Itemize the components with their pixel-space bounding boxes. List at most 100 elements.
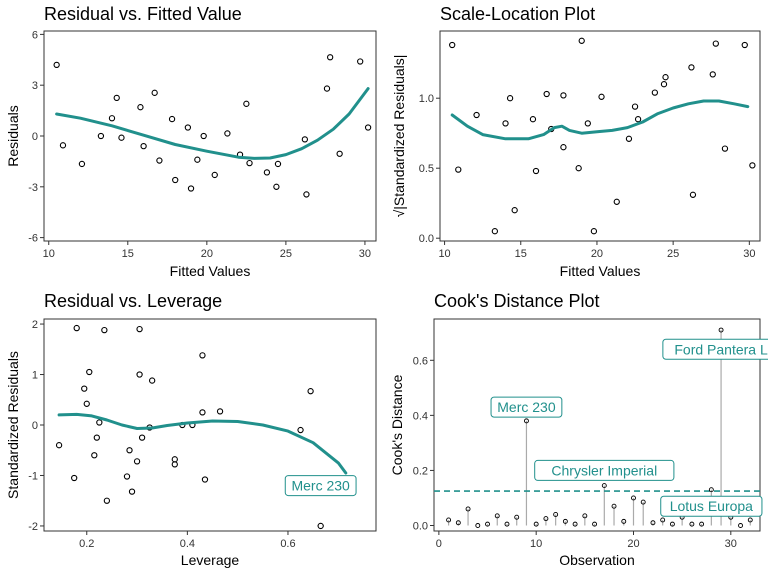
data-point [575, 165, 582, 172]
cooks-point [455, 520, 461, 526]
data-point [357, 58, 364, 65]
data-point [651, 89, 659, 96]
plot-frame [43, 318, 377, 532]
plot-marks: 0.2 0.4 0.6 -2 -1 0 1 2 Merc 230 [28, 319, 357, 550]
plot-frame [439, 30, 761, 242]
cooks-point [640, 499, 646, 505]
y-tick-label: 0.0 [413, 520, 428, 532]
data-point [151, 89, 158, 96]
x-tick-label: 25 [667, 248, 679, 260]
annotation-label: Merc 230 [497, 399, 556, 415]
data-point [96, 419, 103, 426]
data-point [171, 461, 178, 468]
plot-frame [43, 30, 377, 242]
x-tick-label: 20 [627, 538, 639, 550]
y-tick-label: 3 [32, 80, 38, 92]
cooks-point [553, 512, 559, 517]
data-point [199, 409, 206, 416]
cooks-point [708, 487, 714, 493]
data-point [123, 473, 131, 480]
data-point [449, 41, 456, 49]
data-point [78, 160, 86, 168]
data-point [529, 116, 537, 123]
data-point [721, 145, 729, 152]
y-tick-label: 6 [32, 29, 38, 41]
data-point [660, 81, 668, 88]
data-point [93, 434, 100, 441]
data-point [113, 94, 120, 102]
data-point [83, 400, 90, 407]
cooks-point [504, 521, 510, 527]
smooth-trend-line [450, 99, 750, 141]
annotation-box [660, 495, 763, 517]
data-point [136, 371, 143, 378]
x-axis-title: Fitted Values [560, 263, 641, 279]
data-point [243, 100, 250, 107]
x-tick-label: 0 [436, 538, 442, 550]
cooks-point [543, 516, 549, 522]
x-tick-label: 20 [591, 248, 603, 260]
data-point [86, 368, 93, 376]
annotation-box [284, 475, 357, 497]
x-tick-label: 25 [280, 248, 292, 260]
data-point [502, 120, 509, 127]
x-tick-label: 0.6 [280, 538, 295, 550]
x-tick-label: 10 [438, 248, 450, 260]
y-tick-label: 0.2 [413, 465, 428, 477]
data-point [172, 176, 179, 184]
data-point [108, 115, 116, 122]
data-point [327, 54, 334, 61]
data-point [473, 111, 480, 119]
cooks-point [669, 521, 675, 527]
cooks-point [446, 517, 452, 523]
data-point [263, 169, 271, 176]
plot-marks: 10 15 20 25 30 0.0 0.5 1.0 [419, 37, 756, 260]
data-point [138, 434, 146, 441]
scale-location-panel: Scale-Location Plot 10 15 20 25 300.00.51.0 … [391, 4, 761, 279]
y-tick-label: 0.6 [413, 355, 428, 367]
data-point [598, 93, 605, 100]
y-tick-label: 1.0 [419, 93, 434, 105]
data-point [187, 185, 195, 192]
x-tick-label: 0.4 [180, 538, 195, 550]
data-point [126, 447, 133, 454]
cooks-point [494, 513, 500, 519]
smooth-trend-line [55, 87, 370, 160]
y-tick-label: 2 [32, 319, 38, 331]
cooks-point [611, 503, 617, 509]
data-point [689, 191, 697, 198]
data-point [140, 143, 147, 150]
smooth-trend-line [57, 412, 348, 475]
panel-title: Scale-Location Plot [440, 4, 595, 24]
data-point [301, 136, 309, 143]
y-tick-label: 0 [32, 131, 38, 143]
y-tick-label: 0.0 [419, 233, 434, 245]
data-point [216, 408, 224, 415]
cooks-point [631, 495, 636, 501]
data-point [336, 150, 343, 157]
data-point [194, 156, 201, 163]
y-axis-title: √|Standardized Residuals| [391, 55, 407, 218]
data-point [364, 124, 372, 131]
x-axis-title: Leverage [181, 552, 240, 568]
annotation-label: Chrysler Imperial [551, 462, 657, 478]
data-point [199, 352, 206, 359]
data-point [224, 130, 231, 137]
data-point [136, 325, 143, 333]
data-point [323, 85, 331, 92]
y-tick-label: -6 [28, 233, 38, 245]
data-point [749, 162, 756, 169]
data-point [511, 207, 518, 214]
data-point [137, 104, 144, 111]
data-point [171, 456, 178, 463]
y-tick-label: -2 [28, 521, 38, 533]
annotation-box [662, 338, 768, 360]
data-point [491, 228, 499, 235]
annotation-box [490, 396, 563, 418]
x-axis-title: Fitted Values [170, 263, 251, 279]
cooks-point [747, 517, 753, 523]
data-point [133, 458, 141, 465]
data-point [246, 159, 253, 167]
cooks-point [582, 513, 588, 519]
